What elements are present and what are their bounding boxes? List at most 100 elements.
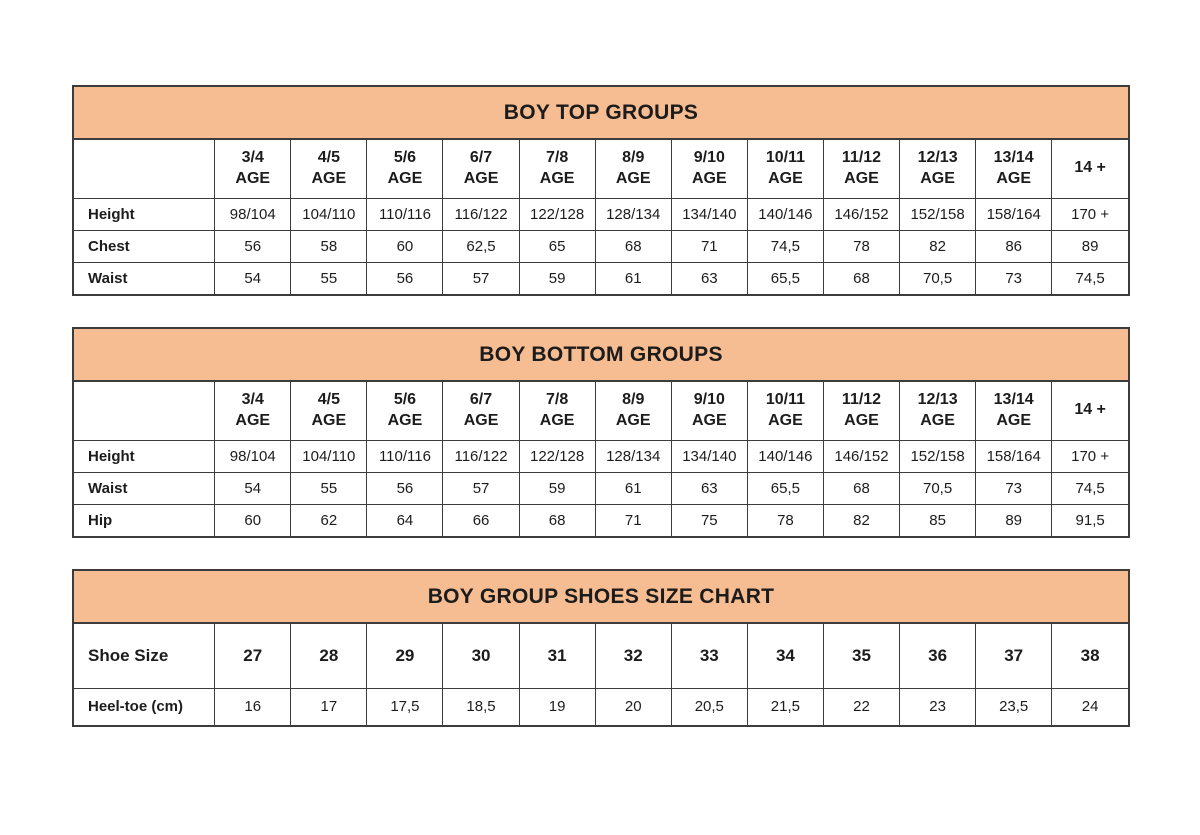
column-header: 32 [594,624,672,689]
cell-value: 61 [594,261,672,294]
row-label: Hip [74,503,216,536]
cell-value: 16 [214,687,292,725]
cell-value: 24 [1051,687,1128,725]
cell-value: 71 [594,503,672,536]
boy-shoes-size-chart-grid: Shoe Size 27 28 29 30 31 32 33 34 35 36 37 38 Heel-to… [74,624,1128,725]
cell-value: 74,5 [746,229,824,263]
table-row: Waist 54 55 56 57 59 61 63 65,5 68 70,5 73 74,5 [74,261,1128,294]
row-label: Chest [74,229,216,263]
column-header: 35 [822,624,901,689]
column-header: 12/13 AGE [899,140,977,199]
column-header: 11/12 AGE [822,140,901,199]
cell-value: 61 [594,471,672,505]
cell-value: 56 [366,261,444,294]
column-header: 34 [746,624,824,689]
cell-value: 74,5 [1051,471,1128,505]
cell-value: 73 [975,261,1053,294]
cell-value: 57 [442,471,520,505]
cell-value: 57 [442,261,520,294]
cell-value: 89 [1051,229,1128,263]
boy-shoes-size-chart-table: BOY GROUP SHOES SIZE CHART Shoe Size 27 28… [72,569,1130,727]
column-header: 10/11 AGE [746,140,824,199]
cell-value: 152/158 [899,197,977,231]
column-header: 11/12 AGE [822,382,901,441]
cell-value: 19 [518,687,596,725]
column-header: 7/8 AGE [518,140,596,199]
cell-value: 17,5 [366,687,444,725]
cell-value: 91,5 [1051,503,1128,536]
cell-value: 122/128 [518,439,596,473]
column-header: 10/11 AGE [746,382,824,441]
cell-value: 98/104 [214,197,292,231]
cell-value: 68 [518,503,596,536]
column-header: 13/14 AGE [975,140,1053,199]
cell-value: 104/110 [290,197,368,231]
cell-value: 116/122 [442,439,520,473]
row-label: Height [74,197,216,231]
row-label: Height [74,439,216,473]
column-header: 14 + [1051,382,1128,441]
cell-value: 140/146 [746,439,824,473]
cell-value: 54 [214,471,292,505]
header-row: Shoe Size 27 28 29 30 31 32 33 34 35 36 37 38 [74,624,1128,689]
cell-value: 59 [518,261,596,294]
column-header: 38 [1051,624,1128,689]
boy-top-groups-title: BOY TOP GROUPS [74,87,1128,140]
cell-value: 158/164 [975,197,1053,231]
column-header: 36 [899,624,977,689]
cell-value: 70,5 [899,471,977,505]
cell-value: 158/164 [975,439,1053,473]
cell-value: 110/116 [366,439,444,473]
column-header: 6/7 AGE [442,382,520,441]
cell-value: 17 [290,687,368,725]
cell-value: 56 [366,471,444,505]
cell-value: 65 [518,229,596,263]
cell-value: 134/140 [670,439,748,473]
cell-value: 62,5 [442,229,520,263]
cell-value: 104/110 [290,439,368,473]
boy-top-groups-grid: 3/4 AGE 4/5 AGE 5/6 AGE 6/7 AGE 7/8 AGE 8/9 A… [74,140,1128,294]
column-header: 31 [518,624,596,689]
column-header: 3/4 AGE [214,382,292,441]
cell-value: 65,5 [746,471,824,505]
column-header: 4/5 AGE [290,140,368,199]
row-label: Waist [74,471,216,505]
cell-value: 73 [975,471,1053,505]
cell-value: 55 [290,471,368,505]
cell-value: 85 [899,503,977,536]
header-row: 3/4 AGE 4/5 AGE 5/6 AGE 6/7 AGE 7/8 AGE 8/9 A… [74,382,1128,441]
column-header: 7/8 AGE [518,382,596,441]
cell-value: 75 [670,503,748,536]
table-row: Heel-toe (cm) 16 17 17,5 18,5 19 20 20,5 21,5 22 2… [74,687,1128,725]
boy-bottom-groups-table: BOY BOTTOM GROUPS 3/4 AGE 4/5 AGE 5/6 AGE 6… [72,327,1130,538]
row-label-header [74,382,216,441]
column-header: 28 [290,624,368,689]
cell-value: 74,5 [1051,261,1128,294]
cell-value: 66 [442,503,520,536]
cell-value: 86 [975,229,1053,263]
column-header: 9/10 AGE [670,382,748,441]
cell-value: 116/122 [442,197,520,231]
cell-value: 110/116 [366,197,444,231]
cell-value: 65,5 [746,261,824,294]
boy-top-groups-table: BOY TOP GROUPS 3/4 AGE 4/5 AGE 5/6 AGE 6/7 … [72,85,1130,296]
cell-value: 23,5 [975,687,1053,725]
cell-value: 64 [366,503,444,536]
column-header: 14 + [1051,140,1128,199]
cell-value: 170 + [1051,439,1128,473]
column-header: 13/14 AGE [975,382,1053,441]
cell-value: 170 + [1051,197,1128,231]
cell-value: 60 [366,229,444,263]
table-row: Waist 54 55 56 57 59 61 63 65,5 68 70,5 73 74,5 [74,471,1128,505]
column-header: 29 [366,624,444,689]
cell-value: 78 [822,229,901,263]
row-label: Heel-toe (cm) [74,687,216,725]
cell-value: 134/140 [670,197,748,231]
column-header: 5/6 AGE [366,140,444,199]
cell-value: 55 [290,261,368,294]
cell-value: 20,5 [670,687,748,725]
cell-value: 21,5 [746,687,824,725]
boy-shoes-size-chart-title: BOY GROUP SHOES SIZE CHART [74,571,1128,624]
cell-value: 146/152 [822,197,901,231]
